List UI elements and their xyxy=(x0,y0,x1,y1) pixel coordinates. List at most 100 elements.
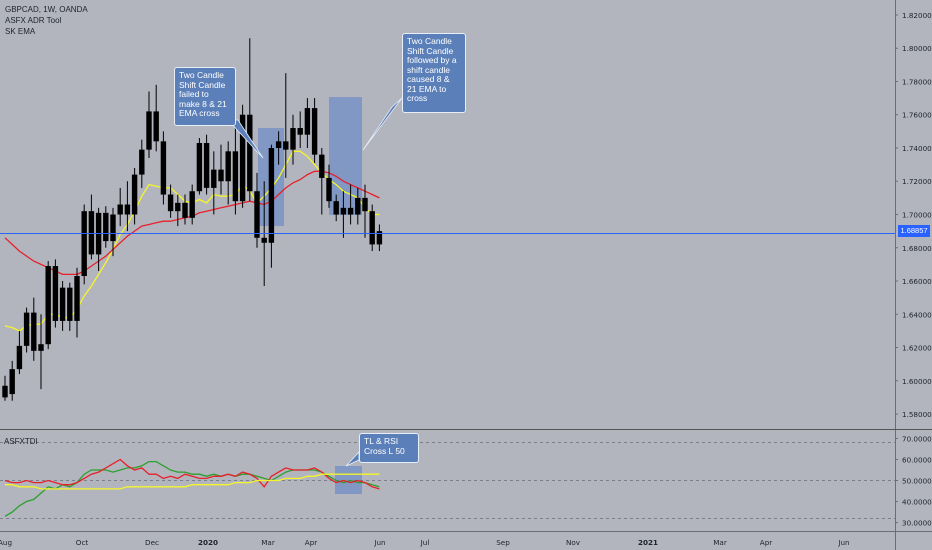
callout-ema-cross[interactable]: Two Candle Shift Candle followed by a sh… xyxy=(402,33,466,113)
tdi-tick-label: 60.00000 xyxy=(902,455,932,464)
candle-body xyxy=(175,202,181,212)
candle xyxy=(189,184,195,225)
price-tick-label: 1.60000 xyxy=(902,377,932,386)
candle-body xyxy=(355,197,361,215)
time-tick-label: Apr xyxy=(760,538,772,547)
candle xyxy=(319,147,325,215)
indicator-grid xyxy=(0,442,895,519)
tdi-tick-label: 30.00000 xyxy=(902,519,932,528)
candle xyxy=(103,206,109,248)
candle xyxy=(355,187,361,225)
candle-body xyxy=(268,147,275,243)
time-tick-label: 2021 xyxy=(638,538,658,547)
candle-body xyxy=(218,169,224,182)
candle xyxy=(74,267,80,338)
candle-body xyxy=(182,202,188,218)
price-tick-label: 1.62000 xyxy=(902,344,932,353)
tdi-tick-label: 50.00000 xyxy=(902,477,932,486)
candle xyxy=(88,194,95,260)
candle-body xyxy=(297,128,303,135)
candle xyxy=(124,181,131,232)
candle-body xyxy=(319,154,325,178)
candle xyxy=(45,261,51,350)
candle-body xyxy=(254,191,260,238)
candle-body xyxy=(283,141,289,150)
tdi-tick-label: 40.00000 xyxy=(902,498,932,507)
candle-body xyxy=(16,345,23,370)
indicator-adr-label[interactable]: ASFX ADR Tool xyxy=(5,16,62,25)
tdi-tick-label: 70.00000 xyxy=(902,434,932,443)
candle xyxy=(196,138,203,195)
candle xyxy=(376,224,383,252)
time-tick-label: Oct xyxy=(76,538,89,547)
price-tick-label: 1.66000 xyxy=(902,277,932,286)
tdi-pane-label[interactable]: ASFXTDI xyxy=(4,437,38,446)
candle xyxy=(218,144,224,195)
callout-failed-cross[interactable]: Two Candle Shift Candle failed to make 8… xyxy=(174,67,236,126)
time-axis[interactable]: Aug Oct Dec 2020 Mar Apr Jun Jul Sep Nov 2021 Mar Ap… xyxy=(0,538,850,547)
time-tick-label: Mar xyxy=(713,538,727,547)
candle-body xyxy=(110,214,116,242)
indicator-axis[interactable]: 30.00000 40.00000 50.00000 60.00000 70.00000 xyxy=(895,434,932,528)
time-tick-label: Mar xyxy=(261,538,275,547)
price-tick-label: 1.70000 xyxy=(902,211,932,220)
chart-legend: GBPCAD, 1W, OANDA ASFX ADR Tool SK EMA xyxy=(5,4,88,37)
time-tick-label: Apr xyxy=(305,538,317,547)
candle xyxy=(340,191,347,238)
candle-body xyxy=(211,169,217,188)
candle xyxy=(16,330,23,375)
candle xyxy=(139,139,145,188)
candle-body xyxy=(333,201,339,215)
candle-body xyxy=(38,344,44,351)
candle-body xyxy=(261,237,267,243)
candle xyxy=(211,151,217,215)
candle-body xyxy=(239,114,246,202)
candle xyxy=(2,375,8,401)
price-axis[interactable]: 1.58000 1.60000 1.62000 1.64000 1.66000 1.680… xyxy=(895,11,932,419)
time-tick-label: Jul xyxy=(420,538,430,547)
time-tick-label: Dec xyxy=(145,538,159,547)
candle xyxy=(333,194,339,222)
tdi-green-line xyxy=(4,460,380,517)
candle-body xyxy=(52,266,59,321)
candle xyxy=(304,98,311,148)
symbol-title[interactable]: GBPCAD, 1W, OANDA xyxy=(5,5,88,14)
candle-body xyxy=(189,191,195,218)
price-tick-label: 1.64000 xyxy=(902,310,932,319)
tdi-red-line xyxy=(4,458,380,490)
highlight-box-2 xyxy=(329,97,362,215)
candle-body xyxy=(103,212,109,242)
candle-body xyxy=(376,231,383,245)
time-tick-label: Nov xyxy=(566,538,581,547)
candle xyxy=(9,360,15,401)
candle xyxy=(182,194,188,225)
callout-2-pointer xyxy=(362,97,403,151)
candle-body xyxy=(74,276,80,321)
candle-body xyxy=(139,149,145,175)
candle-body xyxy=(153,111,159,142)
candle-body xyxy=(67,287,73,321)
candle xyxy=(290,114,296,165)
candle-body xyxy=(196,143,203,192)
candle xyxy=(160,131,167,205)
candle xyxy=(225,141,231,205)
candle xyxy=(362,184,368,238)
candle-body xyxy=(124,204,131,215)
candle xyxy=(81,204,87,285)
candle-body xyxy=(275,141,282,148)
price-tick-label: 1.82000 xyxy=(902,11,932,20)
candle-body xyxy=(45,266,51,345)
price-tick-label: 1.76000 xyxy=(902,111,932,120)
candle-body xyxy=(311,108,318,155)
candle xyxy=(369,204,375,252)
candle xyxy=(167,184,174,218)
price-tick-label: 1.72000 xyxy=(902,177,932,186)
callout-tl-rsi-cross[interactable]: TL & RSI Cross L 50 xyxy=(359,433,419,463)
indicator-ema-label[interactable]: SK EMA xyxy=(5,27,36,36)
price-tick-label: 1.78000 xyxy=(902,77,932,86)
current-price-tag: 1.68857 xyxy=(898,225,930,237)
candle-body xyxy=(31,312,37,351)
price-tick-label: 1.58000 xyxy=(902,410,932,419)
